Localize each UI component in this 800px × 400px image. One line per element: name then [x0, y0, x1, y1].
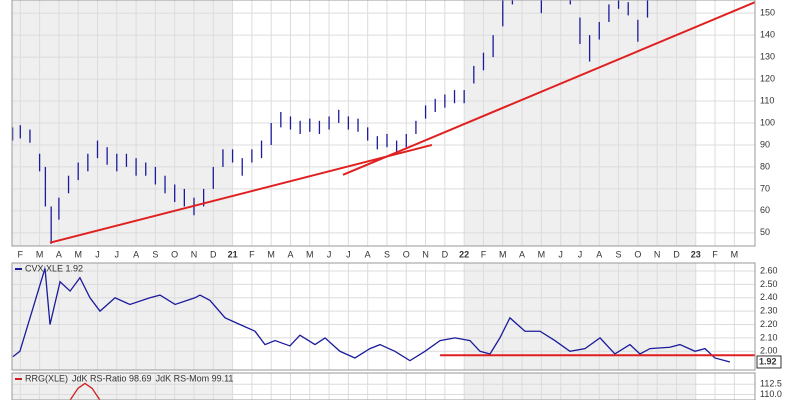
- x-tick-label: M: [499, 249, 507, 259]
- x-tick-label: J: [95, 249, 100, 259]
- x-tick-label: 21: [228, 249, 238, 259]
- y-tick-label: 50: [760, 227, 770, 237]
- x-tick-label: O: [171, 249, 178, 259]
- x-tick-label: A: [365, 249, 371, 259]
- legend-title: RRG(XLE): [25, 373, 68, 383]
- series-line: [12, 268, 731, 363]
- legend-text: JdK RS-Ratio 98.69: [72, 373, 152, 383]
- y-tick-label: 80: [760, 161, 770, 171]
- y-tick-label: 130: [760, 51, 775, 61]
- x-tick-label: A: [133, 249, 139, 259]
- panel: [12, 373, 755, 400]
- y-tick-label: 110: [760, 95, 774, 105]
- last-value-label: 1.92: [759, 356, 777, 366]
- x-tick-label: M: [731, 249, 739, 259]
- x-tick-label: J: [327, 249, 332, 259]
- x-tick-label: D: [210, 249, 217, 259]
- year-shade: [12, 263, 233, 370]
- x-tick-label: F: [249, 249, 255, 259]
- x-tick-label: F: [481, 249, 487, 259]
- x-tick-label: S: [616, 249, 622, 259]
- x-tick-label: A: [287, 249, 293, 259]
- y-tick-label: 120: [760, 73, 775, 83]
- trendline: [49, 143, 433, 244]
- x-tick-label: J: [346, 249, 351, 259]
- y-tick-label: 150: [760, 8, 775, 18]
- panel: [12, 263, 755, 370]
- y-tick-label: 112.5: [760, 379, 782, 389]
- y-tick-label: 2.50: [760, 279, 778, 289]
- x-tick-label: M: [306, 249, 314, 259]
- x-tick-label: A: [519, 249, 525, 259]
- x-tick-label: 23: [691, 249, 701, 259]
- y-tick-label: 2.30: [760, 306, 778, 316]
- y-tick-label: 2.40: [760, 292, 778, 302]
- x-tick-label: O: [403, 249, 410, 259]
- panel-border: [11, 0, 756, 247]
- x-tick-label: S: [152, 249, 158, 259]
- y-tick-label: 110.0: [760, 389, 782, 399]
- x-tick-label: N: [654, 249, 661, 259]
- legend-text: JdK RS-Mom 99.11: [156, 373, 234, 383]
- y-tick-label: 2.10: [760, 332, 778, 342]
- y-tick-label: 100: [760, 117, 775, 127]
- x-tick-label: A: [596, 249, 602, 259]
- x-tick-label: M: [36, 249, 44, 259]
- series-line: [69, 382, 101, 400]
- x-tick-label: N: [422, 249, 429, 259]
- panel-border: [11, 262, 756, 371]
- x-tick-label: D: [442, 249, 449, 259]
- y-tick-label: 2.60: [760, 265, 778, 275]
- panel-border: [11, 372, 756, 400]
- x-tick-label: J: [115, 249, 120, 259]
- y-tick-label: 90: [760, 139, 770, 149]
- x-tick-label: M: [267, 249, 275, 259]
- y-tick-label: 60: [760, 205, 770, 215]
- x-tick-label: D: [673, 249, 680, 259]
- legend-text: CVX:XLE 1.92: [25, 263, 83, 273]
- y-tick-label: 2.00: [760, 346, 778, 356]
- last-value-box: [756, 355, 782, 369]
- x-tick-label: N: [191, 249, 198, 259]
- x-tick-label: O: [634, 249, 641, 259]
- trendline: [342, 1, 755, 176]
- x-tick-label: S: [384, 249, 390, 259]
- x-tick-label: M: [538, 249, 546, 259]
- x-tick-label: 22: [459, 249, 469, 259]
- year-shade: [12, 373, 233, 400]
- x-tick-label: J: [558, 249, 563, 259]
- x-tick-label: J: [578, 249, 583, 259]
- y-tick-label: 140: [760, 30, 775, 40]
- y-tick-label: 2.20: [760, 319, 778, 329]
- x-tick-label: A: [56, 249, 62, 259]
- x-tick-label: F: [712, 249, 718, 259]
- x-tick-label: F: [18, 249, 24, 259]
- x-tick-label: M: [74, 249, 82, 259]
- panel: [12, 0, 755, 246]
- y-tick-label: 70: [760, 183, 770, 193]
